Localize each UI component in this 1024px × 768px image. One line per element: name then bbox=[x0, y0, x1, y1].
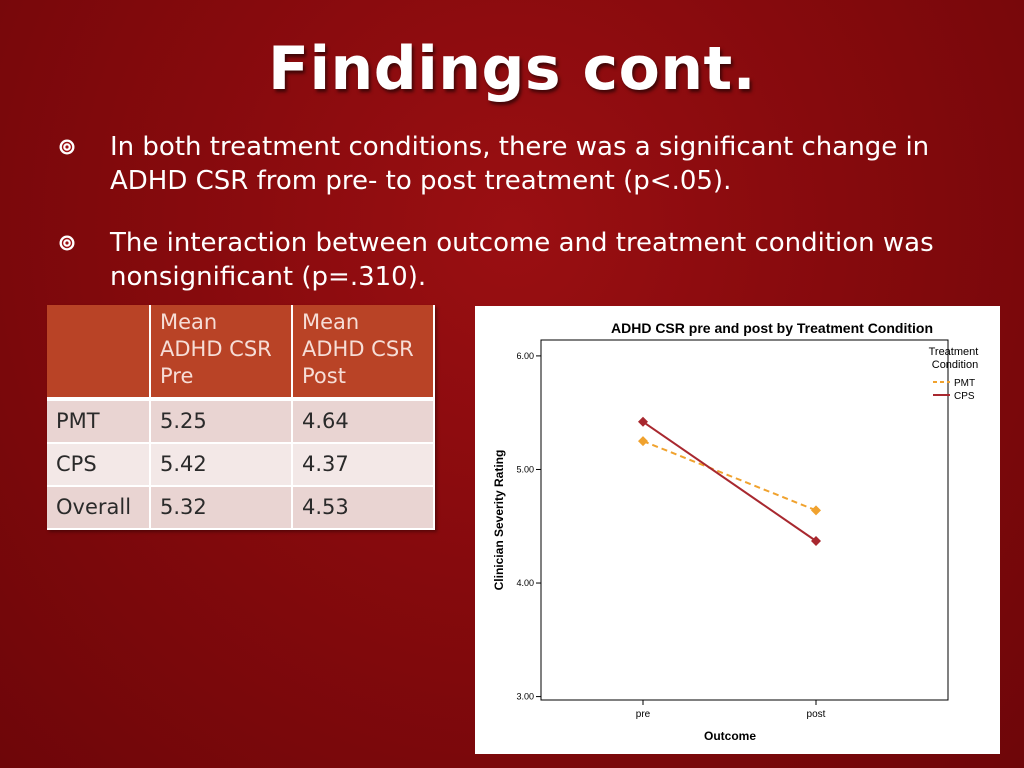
table-cell-pre: 5.32 bbox=[150, 486, 293, 530]
bullet-1: In both treatment conditions, there was … bbox=[59, 130, 1000, 198]
chart-svg: ADHD CSR pre and post by Treatment Condi… bbox=[492, 320, 982, 743]
bullet-2-text: The interaction between outcome and trea… bbox=[110, 228, 934, 292]
series-line-cps bbox=[642, 420, 817, 542]
x-axis-label: Outcome bbox=[704, 729, 756, 743]
slide-title: Findings cont. bbox=[267, 34, 757, 104]
chart-title: ADHD CSR pre and post by Treatment Condi… bbox=[611, 320, 933, 336]
flower-bullet-icon bbox=[59, 139, 75, 155]
bullet-1-text: In both treatment conditions, there was … bbox=[110, 132, 930, 196]
table-cell-post: 4.53 bbox=[292, 486, 435, 530]
table-cell-group: CPS bbox=[47, 443, 151, 487]
table-row: CPS 5.42 4.37 bbox=[47, 443, 435, 487]
bullet-2: The interaction between outcome and trea… bbox=[59, 226, 1000, 294]
table-header-empty bbox=[47, 305, 151, 401]
legend-label-pmt: PMT bbox=[954, 378, 975, 389]
table-header-pre: Mean ADHD CSR Pre bbox=[150, 305, 293, 401]
table-cell-post: 4.37 bbox=[292, 443, 435, 487]
legend-title: Treatment Condition bbox=[929, 346, 982, 371]
table-cell-post: 4.64 bbox=[292, 399, 435, 444]
y-tick-label: 5.00 bbox=[516, 464, 534, 474]
table-row: Overall 5.32 4.53 bbox=[47, 486, 435, 530]
table-cell-group: PMT bbox=[47, 399, 151, 444]
line-chart: ADHD CSR pre and post by Treatment Condi… bbox=[475, 306, 1000, 754]
legend-title-line-2: Condition bbox=[932, 359, 978, 371]
x-tick-label: pre bbox=[636, 709, 651, 720]
data-point-cps-post bbox=[811, 536, 821, 547]
means-table: Mean ADHD CSR Pre Mean ADHD CSR Post PMT… bbox=[47, 305, 435, 530]
data-point-pmt-post bbox=[811, 505, 821, 516]
legend-title-line-1: Treatment bbox=[929, 346, 979, 358]
plot-frame bbox=[540, 339, 949, 701]
data-point-pmt-pre bbox=[638, 436, 648, 447]
y-axis-label: Clinician Severity Rating bbox=[492, 450, 506, 591]
flower-bullet-icon bbox=[59, 235, 75, 251]
table-header-post: Mean ADHD CSR Post bbox=[292, 305, 435, 401]
y-tick-label: 6.00 bbox=[516, 351, 534, 361]
x-tick-label: post bbox=[807, 709, 826, 720]
data-point-cps-pre bbox=[638, 416, 648, 427]
y-tick-label: 3.00 bbox=[516, 692, 534, 702]
table-cell-pre: 5.42 bbox=[150, 443, 293, 487]
table-header-row: Mean ADHD CSR Pre Mean ADHD CSR Post bbox=[47, 305, 435, 401]
table-row: PMT 5.25 4.64 bbox=[47, 399, 435, 444]
table-cell-group: Overall bbox=[47, 486, 151, 530]
table-cell-pre: 5.25 bbox=[150, 399, 293, 444]
series-line-pmt bbox=[642, 440, 817, 512]
legend-label-cps: CPS bbox=[954, 391, 975, 402]
y-tick-label: 4.00 bbox=[516, 578, 534, 588]
